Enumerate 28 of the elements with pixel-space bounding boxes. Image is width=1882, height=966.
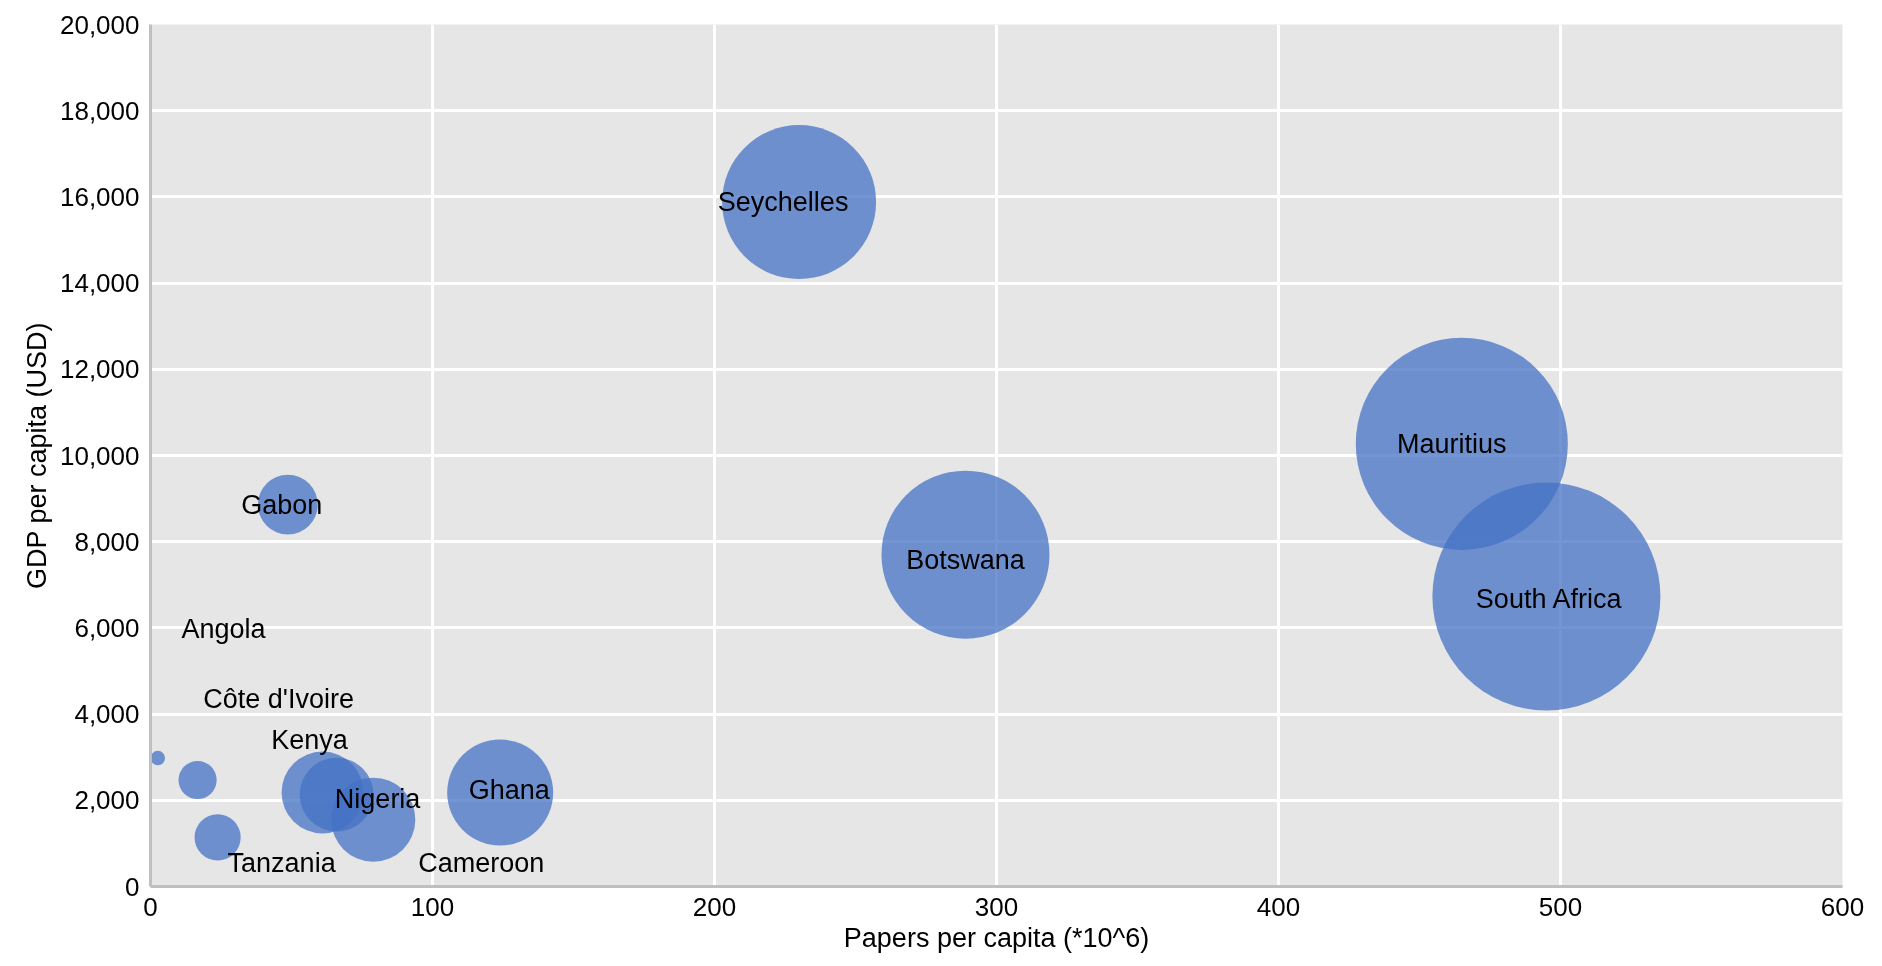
y-tick-label: 4,000 [74,699,140,730]
annotation: Botswana [906,544,1026,575]
x-axis-title: Papers per capita (*10^6) [843,922,1150,953]
y-tick-label: 2,000 [74,785,140,816]
y-tick-label: 10,000 [59,440,140,471]
annotation: Côte d'Ivoire [203,684,354,715]
x-tick-label: 200 [692,891,737,922]
annotation: Tanzania [227,848,337,879]
annotation: Ghana [468,774,551,805]
y-axis-title: GDP per capita (USD) [21,322,52,590]
y-tick-label: 18,000 [59,95,140,126]
annotation: Cameroon [418,847,545,878]
x-tick-label: 100 [410,891,455,922]
y-tick-label: 6,000 [74,612,140,643]
annotation: Kenya [271,724,349,755]
y-tick-label: 14,000 [59,268,140,299]
x-tick-label: 300 [974,891,1019,922]
x-tick-label: 500 [1538,891,1583,922]
annotation: Mauritius [1397,428,1507,459]
y-tick-label: 8,000 [74,526,140,557]
y-tick-label: 0 [125,871,140,902]
y-tick-label: 12,000 [59,354,140,385]
x-tick-label: 400 [1256,891,1301,922]
annotation: South Africa [1475,584,1623,615]
annotation: Angola [181,613,267,644]
y-tick-label: 16,000 [59,181,140,212]
x-tick-label: 600 [1820,891,1865,922]
y-tick-label: 20,000 [59,9,140,40]
